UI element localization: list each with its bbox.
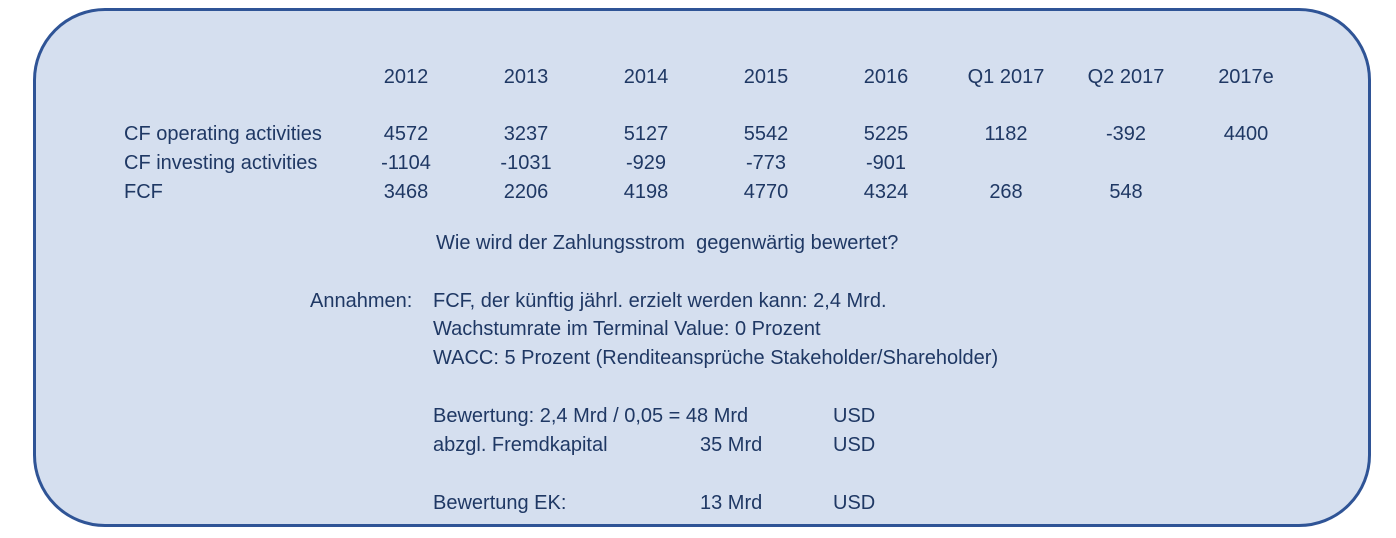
col-header-2016: 2016: [863, 66, 909, 88]
col-header-q2-2017: Q2 2017: [1087, 66, 1165, 88]
table-cell: -929: [625, 152, 667, 174]
table-cell: -392: [1105, 123, 1147, 145]
col-header-2017e: 2017e: [1218, 66, 1274, 88]
debt-label: abzgl. Fremdkapital: [433, 434, 608, 456]
table-row-fcf: FCF 3468 2206 4198 4770 4324 268 548: [124, 178, 1306, 207]
col-header-q1-2017: Q1 2017: [967, 66, 1045, 88]
table-cell: 4770: [743, 181, 789, 203]
assumption-line-fcf: FCF, der künftig jährl. erzielt werden k…: [433, 290, 887, 312]
rounded-panel: 2012 2013 2014 2015 2016 Q1 2017 Q2 2017…: [33, 8, 1371, 527]
table-cell: -1104: [381, 152, 431, 174]
cashflow-table: 2012 2013 2014 2015 2016 Q1 2017 Q2 2017…: [124, 63, 1306, 207]
question-text: Wie wird der Zahlungsstrom gegenwärtig b…: [436, 232, 899, 254]
equity-currency: USD: [833, 492, 876, 514]
row-label: FCF: [124, 181, 163, 203]
table-cell: 3237: [503, 123, 549, 145]
table-cell: 548: [1109, 181, 1143, 203]
table-cell: 4324: [863, 181, 909, 203]
equity-value-label: Bewertung EK:: [433, 492, 567, 514]
col-header-2015: 2015: [743, 66, 789, 88]
col-header-2014: 2014: [623, 66, 669, 88]
col-header-2012: 2012: [383, 66, 429, 88]
table-cell: -773: [745, 152, 787, 174]
valuation-currency: USD: [833, 405, 876, 427]
table-cell: 3468: [383, 181, 429, 203]
assumptions-label: Annahmen:: [310, 290, 413, 312]
equity-value: 13 Mrd: [700, 492, 763, 514]
table-cell: 5127: [623, 123, 669, 145]
assumption-line-wacc: WACC: 5 Prozent (Renditeansprüche Stakeh…: [433, 347, 999, 369]
table-header-row: 2012 2013 2014 2015 2016 Q1 2017 Q2 2017…: [124, 63, 1306, 92]
row-label: CF operating activities: [124, 123, 322, 145]
debt-value: 35 Mrd: [700, 434, 763, 456]
col-header-2013: 2013: [503, 66, 549, 88]
table-cell: 4572: [383, 123, 429, 145]
table-cell: 268: [989, 181, 1023, 203]
table-row-cf-operating: CF operating activities 4572 3237 5127 5…: [124, 120, 1306, 149]
table-spacer: [124, 92, 1306, 120]
row-label: CF investing activities: [124, 152, 318, 174]
table-cell: 5225: [863, 123, 909, 145]
table-row-cf-investing: CF investing activities -1104 -1031 -929…: [124, 149, 1306, 178]
table-cell: 4400: [1223, 123, 1269, 145]
debt-currency: USD: [833, 434, 876, 456]
assumption-line-growth: Wachstumrate im Terminal Value: 0 Prozen…: [433, 318, 821, 340]
table-cell: -901: [865, 152, 907, 174]
table-cell: -1031: [500, 152, 552, 174]
table-cell: 1182: [984, 123, 1028, 145]
table-cell: 5542: [743, 123, 789, 145]
valuation-label: Bewertung: 2,4 Mrd / 0,05 = 48 Mrd: [433, 405, 749, 427]
table-cell: 4198: [623, 181, 669, 203]
table-cell: 2206: [503, 181, 549, 203]
